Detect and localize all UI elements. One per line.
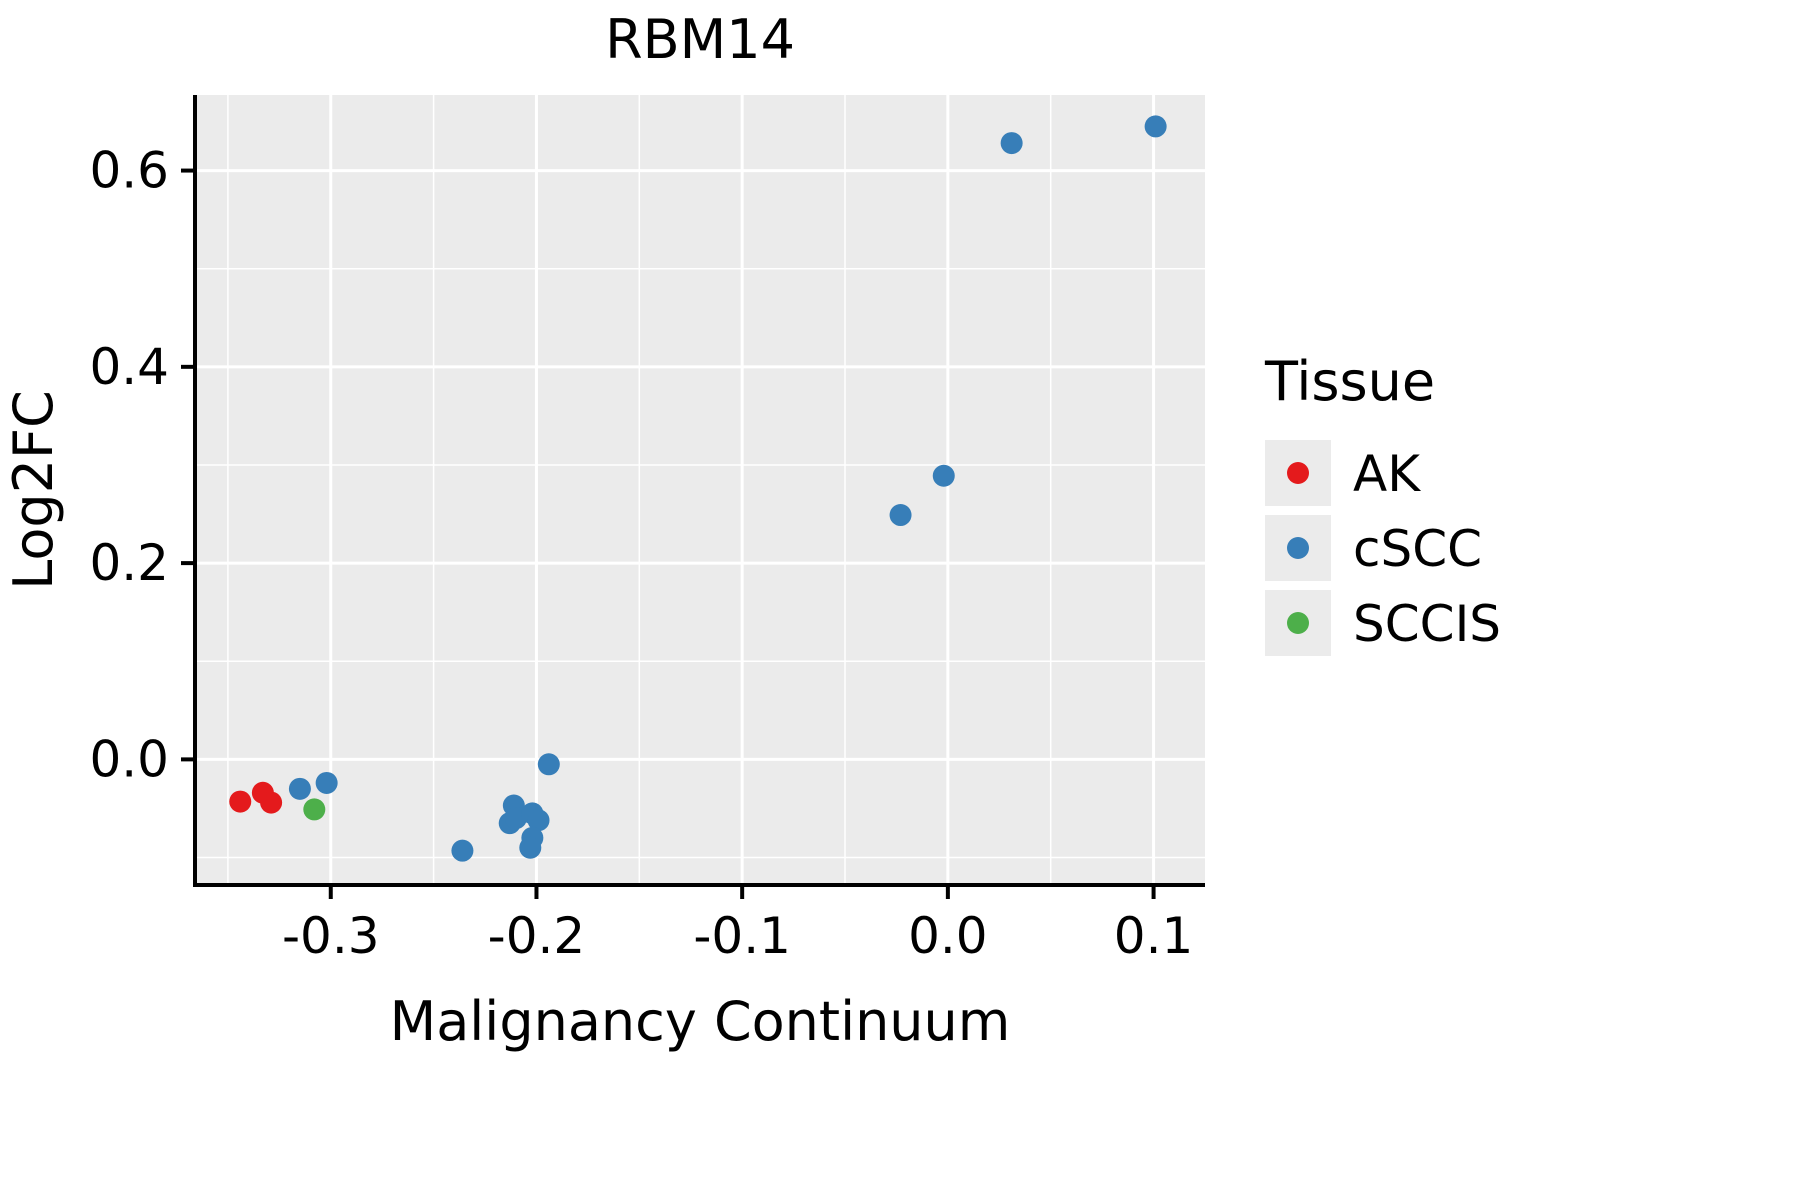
data-point[interactable] <box>1144 115 1167 138</box>
data-point[interactable] <box>889 504 912 527</box>
y-tick-label: 0.4 <box>89 338 169 396</box>
data-point[interactable] <box>451 839 474 862</box>
series-cSCC <box>288 115 1167 862</box>
legend-item-label: SCCIS <box>1353 595 1501 653</box>
data-point[interactable] <box>288 777 311 800</box>
legend-item-AK[interactable]: AK <box>1265 440 1421 506</box>
chart-title: RBM14 <box>605 8 795 71</box>
series-SCCIS <box>303 798 326 821</box>
x-tick-label: 0.1 <box>1114 907 1194 965</box>
legend-item-cSCC[interactable]: cSCC <box>1265 515 1482 581</box>
data-point[interactable] <box>260 791 283 814</box>
plot-panel <box>195 95 1205 885</box>
legend-key-dot <box>1287 537 1309 559</box>
data-point[interactable] <box>1000 132 1023 155</box>
legend-item-label: cSCC <box>1353 520 1482 578</box>
legend-key-dot <box>1287 462 1309 484</box>
y-axis-title: Log2FC <box>2 390 65 590</box>
data-point[interactable] <box>303 798 326 821</box>
x-tick-label: -0.3 <box>282 907 380 965</box>
legend-title: Tissue <box>1264 350 1435 413</box>
x-tick-label: -0.2 <box>488 907 586 965</box>
data-point[interactable] <box>229 790 252 813</box>
legend-key-dot <box>1287 612 1309 634</box>
x-tick-label: -0.1 <box>693 907 791 965</box>
data-point[interactable] <box>537 753 560 776</box>
x-axis-title: Malignancy Continuum <box>390 990 1011 1053</box>
x-tick-label: 0.0 <box>908 907 988 965</box>
data-point[interactable] <box>527 809 550 832</box>
legend-item-label: AK <box>1353 445 1421 503</box>
y-tick-label: 0.0 <box>89 730 169 788</box>
data-point[interactable] <box>519 836 542 859</box>
legend-item-SCCIS[interactable]: SCCIS <box>1265 590 1501 656</box>
series-AK <box>229 781 283 814</box>
data-point[interactable] <box>932 464 955 487</box>
y-tick-label: 0.2 <box>89 534 169 592</box>
legend: Tissue AK cSCC SCCIS <box>1264 350 1501 656</box>
data-point[interactable] <box>315 771 338 794</box>
y-tick-label: 0.6 <box>89 142 169 200</box>
